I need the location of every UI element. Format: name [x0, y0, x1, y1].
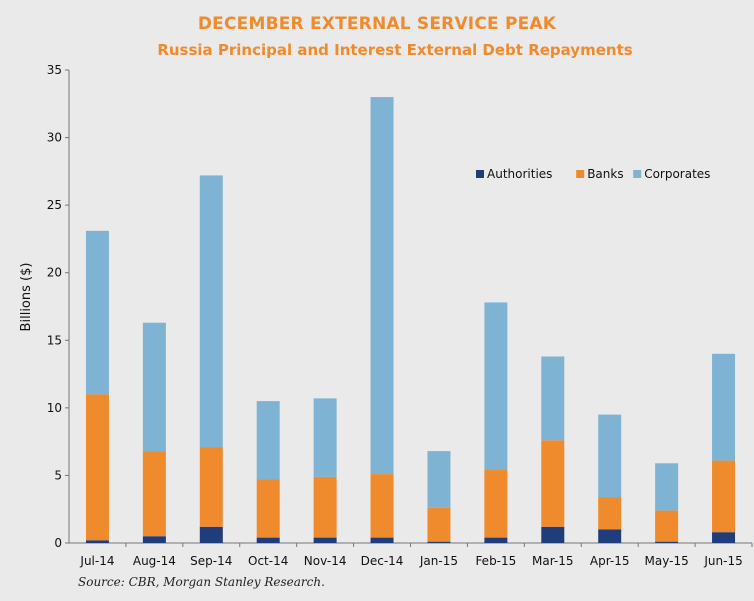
- x-tick-label: Jun-15: [703, 554, 742, 568]
- bar-corporates-dec-14: [370, 97, 394, 475]
- source-note: Source: CBR, Morgan Stanley Research.: [78, 575, 325, 589]
- y-tick-label: 25: [47, 198, 62, 212]
- bar-authorities-dec-14: [370, 537, 394, 543]
- bar-banks-nov-14: [313, 476, 337, 538]
- legend-swatch-corporates: [633, 170, 642, 178]
- bar-authorities-jan-15: [427, 541, 451, 543]
- bar-authorities-nov-14: [313, 537, 337, 543]
- bars-group: [85, 97, 736, 543]
- bar-banks-mar-15: [541, 440, 565, 527]
- bar-authorities-aug-14: [142, 536, 166, 543]
- bar-banks-jan-15: [427, 507, 451, 542]
- bar-authorities-sep-14: [199, 526, 223, 543]
- bar-authorities-oct-14: [256, 537, 280, 543]
- legend-label-banks: Banks: [587, 167, 623, 181]
- bar-authorities-jun-15: [712, 532, 736, 543]
- x-tick-label: Oct-14: [248, 554, 288, 568]
- x-tick-label: Dec-14: [361, 554, 404, 568]
- bar-corporates-jul-14: [85, 230, 109, 395]
- axes: [68, 70, 752, 544]
- x-tick-label: Nov-14: [304, 554, 347, 568]
- bar-corporates-aug-14: [142, 322, 166, 452]
- y-tick-label: 30: [47, 131, 62, 145]
- bar-authorities-mar-15: [541, 526, 565, 543]
- bar-corporates-jan-15: [427, 451, 451, 508]
- bar-banks-jul-14: [85, 394, 109, 541]
- y-tick-label: 20: [47, 266, 62, 280]
- y-tick-labels: 0 5 10 15 20 25 30 35: [47, 63, 69, 550]
- bar-banks-feb-15: [484, 470, 508, 538]
- bar-corporates-may-15: [655, 463, 679, 511]
- bar-corporates-sep-14: [199, 175, 223, 448]
- legend-swatch-banks: [576, 170, 585, 178]
- x-tick-label: May-15: [645, 554, 689, 568]
- x-tick-label: Jul-14: [79, 554, 114, 568]
- bar-corporates-jun-15: [712, 353, 736, 461]
- y-tick-label: 0: [54, 536, 62, 550]
- bar-banks-sep-14: [199, 447, 223, 527]
- y-tick-label: 35: [47, 63, 62, 77]
- legend: Authorities Banks Corporates: [476, 167, 710, 181]
- chart-subtitle: Russia Principal and Interest External D…: [157, 41, 633, 59]
- x-tick-label: Feb-15: [475, 554, 516, 568]
- bar-banks-oct-14: [256, 479, 280, 538]
- x-tick-label: Mar-15: [532, 554, 573, 568]
- bar-authorities-may-15: [655, 541, 679, 543]
- x-tick-label: Sep-14: [190, 554, 232, 568]
- y-axis-label: Billions ($): [19, 263, 34, 332]
- bar-banks-apr-15: [598, 497, 622, 530]
- legend-label-authorities: Authorities: [487, 167, 552, 181]
- y-tick-label: 5: [54, 468, 62, 482]
- y-tick-label: 10: [47, 401, 62, 415]
- bar-corporates-feb-15: [484, 302, 508, 471]
- x-tick-label: Jan-15: [419, 554, 458, 568]
- x-tick-label: Apr-15: [590, 554, 630, 568]
- chart-title: DECEMBER EXTERNAL SERVICE PEAK: [197, 14, 557, 34]
- x-tick-labels: Jul-14 Aug-14 Sep-14 Oct-14 Nov-14 Dec-14 Jan-…: [79, 543, 753, 568]
- bar-authorities-feb-15: [484, 537, 508, 543]
- legend-label-corporates: Corporates: [644, 167, 710, 181]
- bar-banks-aug-14: [142, 451, 166, 537]
- y-tick-label: 15: [47, 333, 62, 347]
- bar-corporates-oct-14: [256, 401, 280, 480]
- x-tick-label: Aug-14: [133, 554, 176, 568]
- bar-banks-may-15: [655, 510, 679, 542]
- bar-authorities-jul-14: [85, 540, 109, 543]
- bar-authorities-apr-15: [598, 529, 622, 543]
- bar-banks-jun-15: [712, 460, 736, 533]
- bar-banks-dec-14: [370, 474, 394, 538]
- bar-corporates-nov-14: [313, 398, 337, 477]
- legend-swatch-authorities: [476, 170, 484, 178]
- bar-corporates-apr-15: [598, 414, 622, 498]
- bar-corporates-mar-15: [541, 356, 565, 441]
